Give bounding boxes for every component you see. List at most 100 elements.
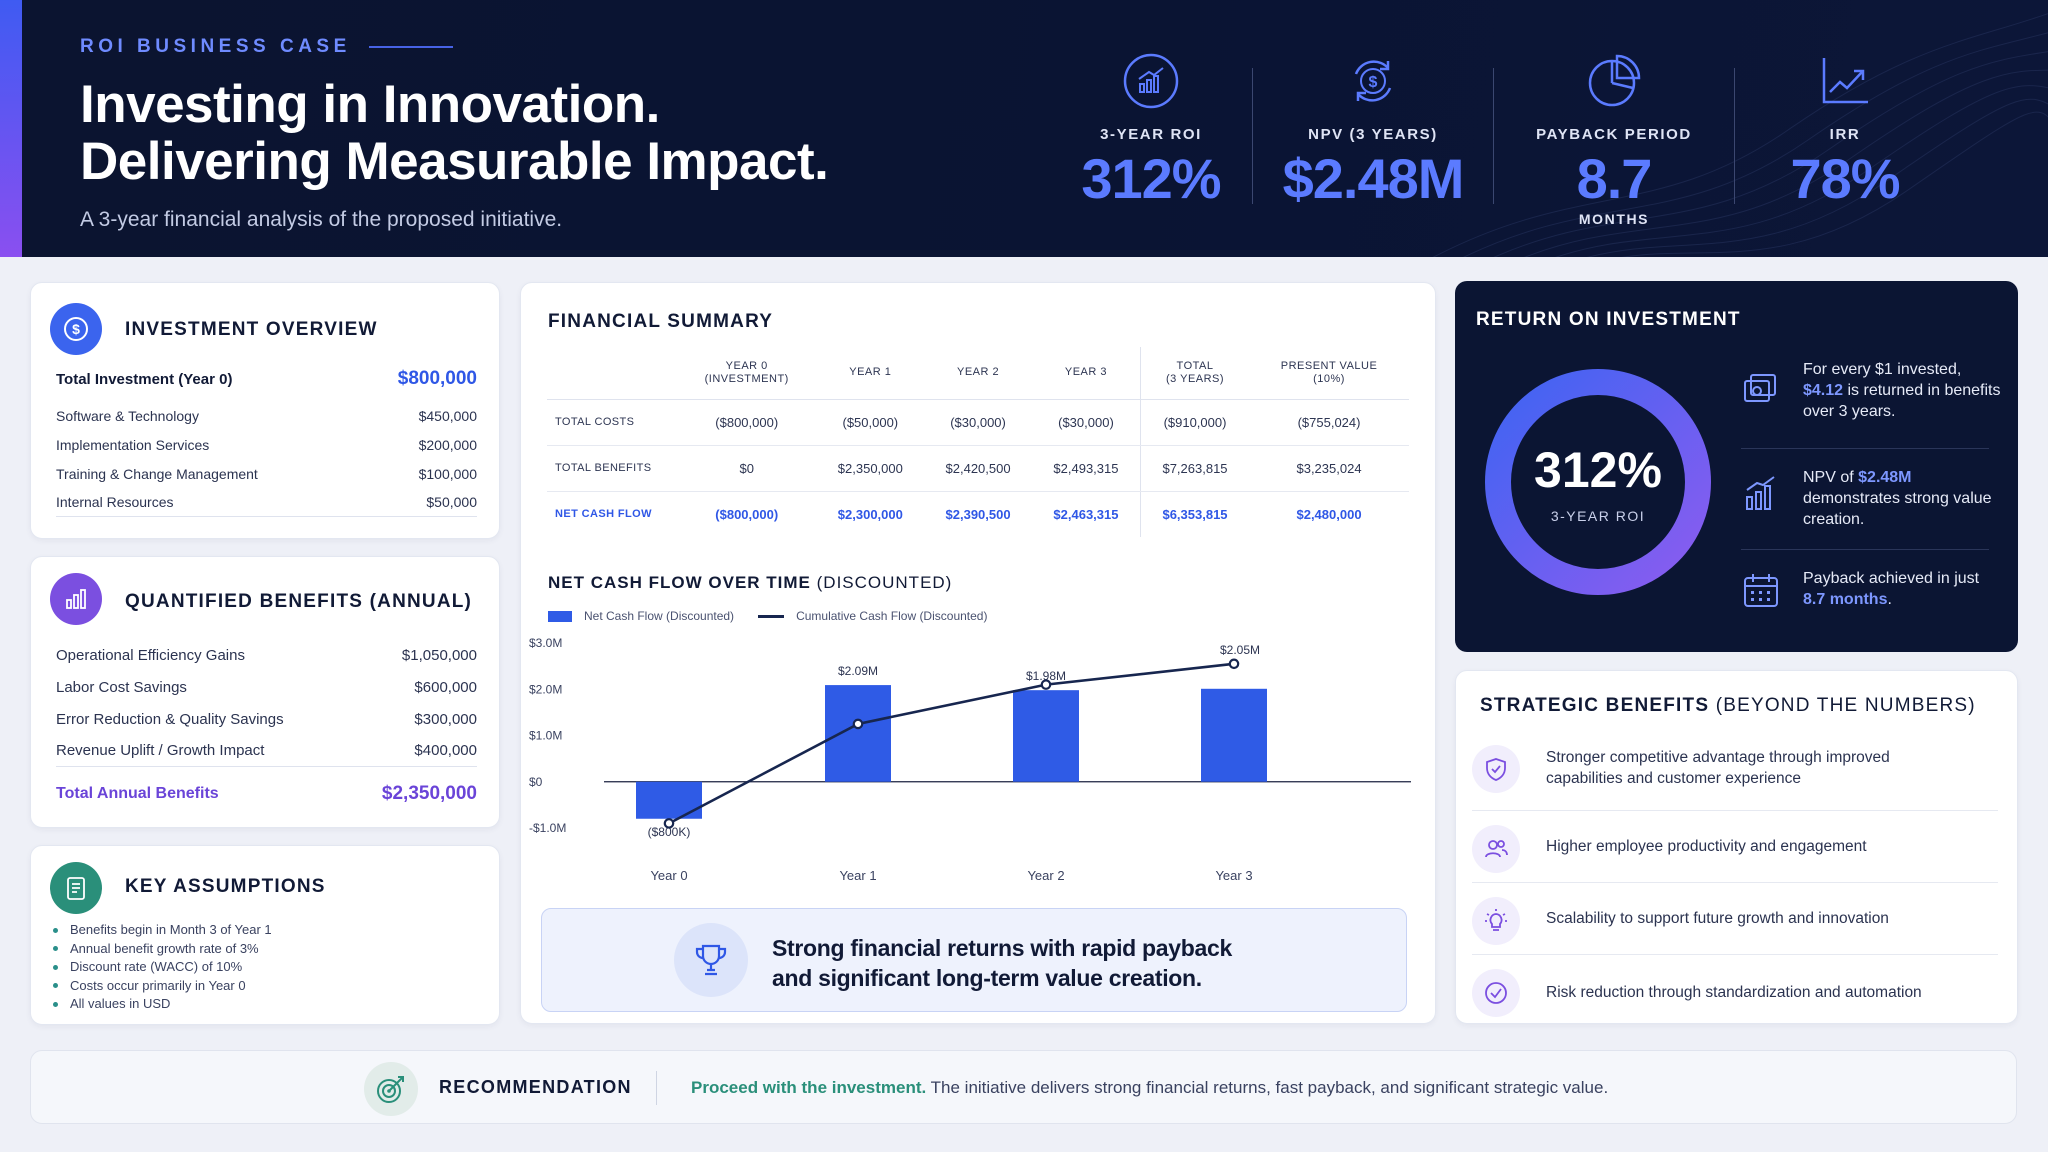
row-value: $300,000 (414, 710, 477, 728)
table-cell: $0 (677, 445, 817, 492)
chart-title-light: (DISCOUNTED) (816, 573, 953, 592)
dollar-coin-icon: $ (50, 303, 102, 355)
column-header: YEAR 1 (816, 347, 925, 400)
table-cell: ($800,000) (677, 399, 817, 446)
recommendation-text: Proceed with the investment. The initiat… (691, 1078, 1609, 1097)
table-cell: ($50,000) (816, 399, 925, 446)
kpi-value: $2.48M (1282, 147, 1465, 210)
data-label: ($800K) (648, 825, 691, 839)
chart-title: NET CASH FLOW OVER TIME (DISCOUNTED) (548, 573, 952, 593)
row-label: Error Reduction & Quality Savings (56, 710, 284, 728)
y-tick-label: $0 (529, 775, 543, 789)
row-value: $2,350,000 (381, 783, 477, 804)
line-point (1228, 658, 1240, 670)
list-item: Internal Resources $50,000 (56, 488, 477, 517)
table-row: TOTAL COSTS ($800,000) ($50,000) ($30,00… (547, 399, 1409, 446)
card-title: QUANTIFIED BENEFITS (ANNUAL) (125, 591, 473, 612)
row-value: $1,050,000 (401, 646, 477, 664)
recommendation-banner: RECOMMENDATION Proceed with the investme… (30, 1050, 2017, 1124)
list-item: Revenue Uplift / Growth Impact $400,000 (56, 735, 477, 767)
kpi-label: NPV (3 YEARS) (1308, 126, 1438, 143)
kpi-npv: $ NPV (3 YEARS) $2.48M (1253, 48, 1493, 238)
benefit-rows: Operational Efficiency Gains $1,050,000 … (56, 639, 477, 807)
check-circle-icon (1472, 969, 1520, 1017)
list-item: Labor Cost Savings $600,000 (56, 671, 477, 703)
divider (1741, 549, 1989, 550)
x-tick-label: Year 3 (1215, 868, 1252, 883)
kpi-value: 312% (1081, 147, 1221, 210)
list-item: Annual benefit growth rate of 3% (53, 940, 272, 959)
legend-item-bar: Net Cash Flow (Discounted) (548, 609, 734, 623)
benefit-text: Risk reduction through standardization a… (1546, 984, 1922, 1001)
row-label: Labor Cost Savings (56, 678, 187, 696)
bar (1013, 690, 1079, 782)
bar-growth-icon (1741, 473, 1781, 513)
kpi-strip: 3-YEAR ROI 312% $ NPV (3 YEARS) $2.48M P… (1060, 48, 2020, 238)
row-label: TOTAL BENEFITS (547, 445, 677, 492)
eyebrow: ROI BUSINESS CASE (80, 36, 453, 58)
lightbulb-icon (1472, 897, 1520, 945)
kpi-divider (1493, 68, 1494, 204)
row-label: Total Investment (Year 0) (56, 370, 233, 388)
title-line-1: Investing in Innovation. (80, 75, 660, 134)
column-header (547, 347, 677, 400)
accent-bar (0, 0, 22, 257)
column-header: YEAR 2 (924, 347, 1032, 400)
wave-pattern (1432, 13, 2048, 257)
svg-text:$: $ (72, 321, 80, 337)
table-header-row: YEAR 0 (INVESTMENT) YEAR 1 YEAR 2 YEAR 3 … (547, 347, 1409, 400)
table-cell: $2,390,500 (945, 506, 1011, 522)
summary-callout: Strong financial returns with rapid payb… (541, 908, 1407, 1012)
roi-item: NPV of $2.48M demonstrates strong value … (1741, 467, 1997, 531)
bar-chart-icon (50, 573, 102, 625)
row-label: Software & Technology (56, 407, 199, 424)
column-header: YEAR 3 (1031, 347, 1141, 400)
kpi-divider (1252, 68, 1253, 204)
table-cell: $2,420,500 (924, 445, 1032, 492)
investment-overview-card: $ INVESTMENT OVERVIEW Total Investment (… (30, 282, 500, 539)
row-value: $50,000 (426, 494, 477, 510)
assumption-list: Benefits begin in Month 3 of Year 1 Annu… (53, 921, 272, 1014)
roi-item-text: NPV of $2.48M demonstrates strong value … (1803, 469, 1992, 528)
list-item: Implementation Services $200,000 (56, 430, 477, 459)
kpi-value: 8.7 (1576, 147, 1653, 210)
roi-item: For every $1 invested, $4.12 is returned… (1741, 359, 2000, 423)
trophy-icon (674, 923, 748, 997)
column-header: YEAR 0 (INVESTMENT) (677, 347, 817, 400)
row-value: $100,000 (418, 465, 477, 482)
benefit-text: Higher employee productivity and engagem… (1546, 838, 1867, 855)
roi-donut: 312% 3-YEAR ROI (1485, 369, 1711, 595)
data-label: $2.05M (1220, 643, 1260, 657)
row-label: Internal Resources (56, 494, 174, 510)
list-item: Costs occur primarily in Year 0 (53, 977, 272, 996)
target-icon (364, 1062, 418, 1116)
table-cell: ($30,000) (924, 399, 1032, 446)
table-cell: ($755,024) (1249, 399, 1409, 446)
row-label: Implementation Services (56, 436, 210, 453)
kpi-value: 78% (1790, 147, 1900, 210)
list-item: Higher employee productivity and engagem… (1472, 813, 2002, 885)
callout-text: Strong financial returns with rapid payb… (772, 933, 1232, 993)
y-tick-label: $1.0M (529, 729, 562, 743)
card-title: FINANCIAL SUMMARY (548, 311, 774, 332)
shield-check-icon (1472, 745, 1520, 793)
y-tick-label: -$1.0M (529, 821, 566, 835)
cumulative-line (668, 662, 1235, 825)
chart-legend: Net Cash Flow (Discounted) Cumulative Ca… (548, 609, 987, 623)
line-point (852, 718, 864, 730)
card-title: RETURN ON INVESTMENT (1476, 309, 1741, 330)
row-label: Revenue Uplift / Growth Impact (56, 742, 265, 759)
investment-rows: Total Investment (Year 0) $800,000 Softw… (56, 365, 477, 517)
divider (1472, 810, 1998, 811)
row-label: Operational Efficiency Gains (56, 646, 245, 664)
column-header: PRESENT VALUE (10%) (1249, 347, 1409, 400)
bar (636, 781, 702, 819)
callout-line-1: Strong financial returns with rapid payb… (772, 935, 1232, 961)
title-line-2: Delivering Measurable Impact. (80, 132, 829, 191)
list-item: Software & Technology $450,000 (56, 401, 477, 430)
table-cell: ($910,000) (1139, 399, 1250, 446)
x-tick-label: Year 2 (1027, 868, 1064, 883)
pie-chart-icon (1585, 52, 1643, 110)
row-label: Training & Change Management (56, 465, 258, 482)
data-label: $2.09M (838, 664, 878, 678)
